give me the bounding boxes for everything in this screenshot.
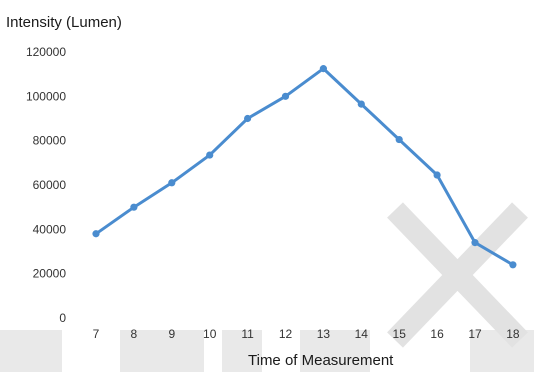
y-tick-label: 40000 [33,222,67,236]
y-tick-label: 20000 [33,267,67,281]
y-tick-label: 120000 [26,45,66,59]
x-tick-label: 17 [468,327,482,341]
x-tick-label: 10 [203,327,217,341]
y-axis: 0 20000 40000 60000 80000 100000 120000 [26,45,66,325]
data-point [281,92,290,100]
watermark-block [0,330,62,372]
x-tick-label: 14 [355,327,369,341]
watermark-block [300,330,370,372]
x-tick-label: 11 [241,327,254,341]
data-point [509,261,517,269]
watermark [0,202,534,372]
y-tick-label: 60000 [33,178,67,192]
x-tick-label: 12 [279,327,293,341]
y-tick-label: 100000 [26,89,66,103]
x-tick-label: 13 [317,327,331,341]
x-tick-label: 18 [506,327,520,341]
data-point [168,179,176,187]
x-tick-label: 16 [430,327,444,341]
x-tick-label: 15 [393,327,407,341]
data-point [244,114,252,123]
x-axis-label: Time of Measurement [248,352,394,369]
data-point [433,171,441,179]
x-tick-label: 7 [93,327,100,341]
data-point [395,135,403,144]
data-point [206,151,214,159]
y-tick-label: 0 [59,311,66,325]
data-point [92,230,100,238]
series-layer [92,65,517,269]
data-point [319,65,327,73]
x-tick-label: 8 [131,327,138,341]
watermark-block [120,330,204,372]
series-line [95,67,514,267]
y-axis-label: Intensity (Lumen) [6,14,122,31]
watermark-block [222,330,262,372]
data-point [357,100,365,108]
y-tick-label: 80000 [33,134,67,148]
data-point [130,203,138,211]
x-axis: 7 8 9 10 11 12 13 14 15 16 17 18 [93,327,520,341]
x-tick-label: 9 [168,327,175,341]
watermark-stroke [387,202,528,348]
data-point [471,239,479,247]
